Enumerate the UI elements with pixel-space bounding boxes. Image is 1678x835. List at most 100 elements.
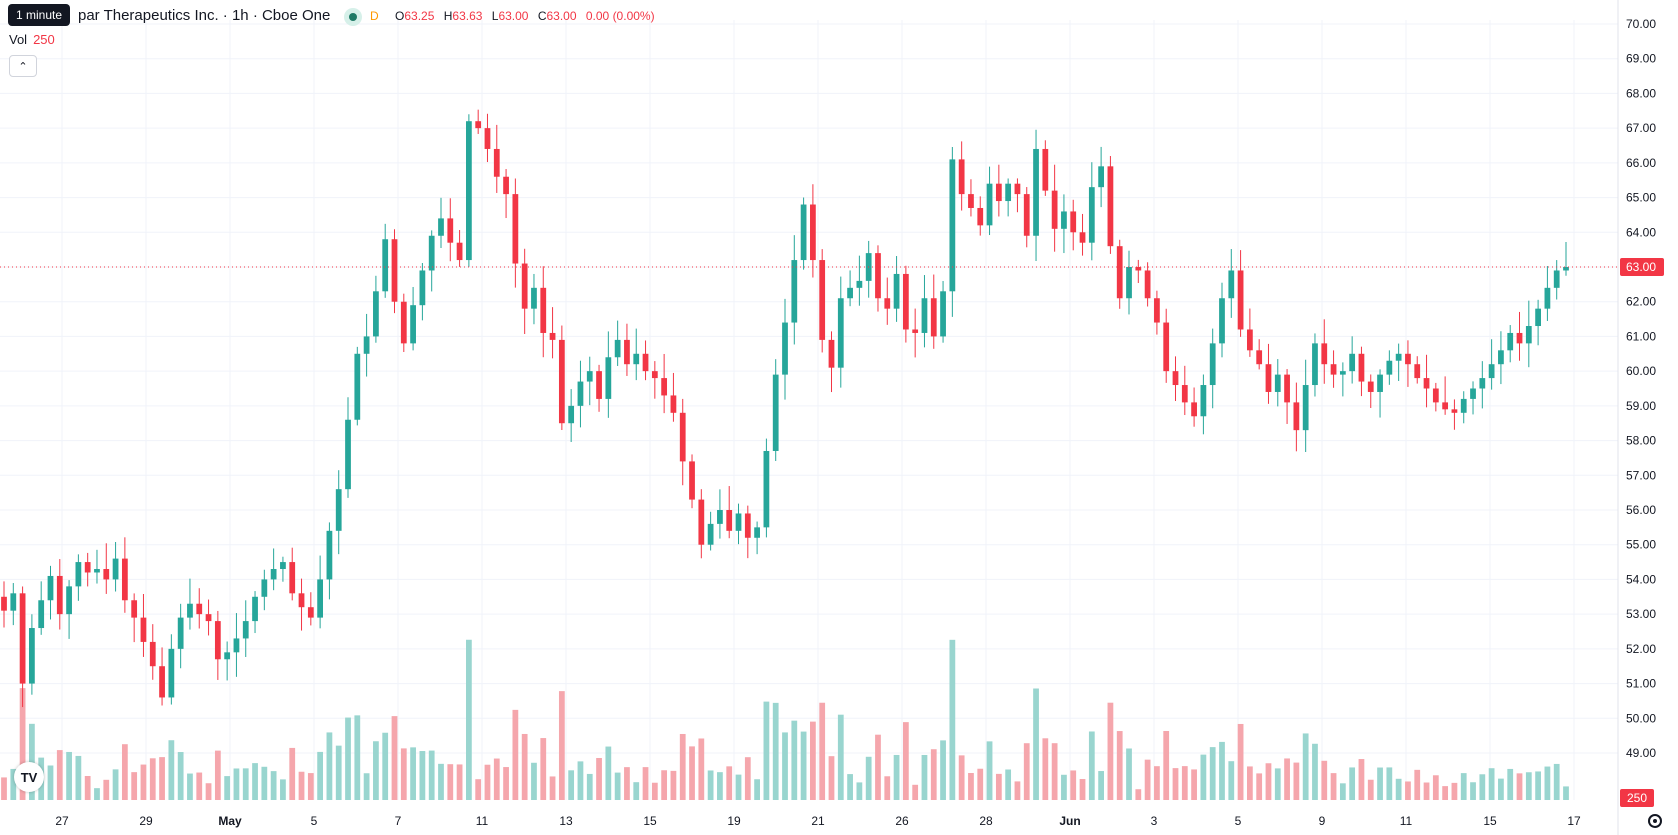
candle-body	[1460, 398, 1467, 413]
volume-bar	[326, 732, 333, 800]
y-tick-label: 53.00	[1626, 607, 1656, 621]
gear-icon[interactable]	[1648, 814, 1662, 828]
candle-body	[1395, 353, 1402, 361]
x-tick-label: 11	[1400, 814, 1413, 828]
volume-bar	[428, 750, 435, 800]
candle-body	[261, 579, 268, 597]
volume-bar	[1479, 774, 1486, 800]
volume-bar	[252, 763, 258, 800]
volume-bar	[1460, 773, 1467, 800]
candle-body	[242, 621, 249, 639]
candle-body	[568, 405, 575, 424]
volume-bar	[1005, 769, 1012, 800]
volume-bar	[1023, 743, 1030, 800]
volume-bar	[810, 721, 816, 800]
y-tick-label: 65.00	[1626, 191, 1656, 205]
volume-bar	[1135, 789, 1142, 800]
volume-bar	[149, 758, 156, 800]
volume-bar	[1293, 762, 1300, 800]
volume-bar	[875, 734, 881, 800]
candle-body	[995, 183, 1002, 202]
volume-bar	[828, 756, 835, 800]
volume-bar	[1088, 731, 1095, 800]
volume-bar	[1256, 773, 1263, 800]
candle-body	[679, 412, 686, 462]
market-status-icon[interactable]	[344, 8, 362, 26]
candle-body	[540, 287, 547, 333]
volume-bar	[819, 702, 826, 800]
volume-bar	[438, 763, 444, 800]
y-tick-label: 60.00	[1626, 364, 1656, 378]
candle-body	[1144, 270, 1151, 299]
volume-bar	[373, 741, 379, 800]
candle-body	[902, 273, 909, 330]
candle-body	[1023, 194, 1030, 236]
candle-body	[1525, 326, 1532, 344]
volume-bar	[131, 772, 138, 800]
volume-bar	[1181, 766, 1188, 800]
volume-bar	[800, 731, 807, 800]
volume-bar	[865, 756, 872, 800]
volume-bar	[1470, 782, 1476, 800]
volume-bar	[1377, 767, 1383, 800]
symbol-title[interactable]: par Therapeutics Inc. · 1h · Cboe One	[78, 7, 331, 24]
candle-body	[531, 287, 537, 309]
volume-bar	[642, 767, 649, 800]
candle-body	[754, 527, 760, 538]
volume-bar	[1321, 760, 1328, 800]
volume-bar	[475, 779, 482, 800]
candle-body	[168, 648, 175, 698]
chart-grid	[0, 20, 1618, 800]
volume-bar	[837, 714, 844, 800]
candle-body	[1191, 402, 1197, 417]
candle-body	[921, 298, 928, 333]
volume-bar	[1367, 779, 1374, 800]
candle-body	[1005, 183, 1012, 202]
volume-bar	[224, 776, 231, 800]
volume-bar	[317, 751, 324, 800]
volume-bar	[596, 757, 602, 800]
candle-body	[112, 558, 119, 580]
candle-body	[307, 607, 314, 618]
volume-value: 250	[33, 32, 55, 47]
candle-body	[1070, 211, 1077, 233]
candle-body	[577, 381, 584, 406]
tradingview-logo-icon[interactable]: TV	[14, 762, 44, 792]
collapse-legend-button[interactable]: ⌃	[9, 55, 37, 77]
y-tick-label: 59.00	[1626, 399, 1656, 413]
candle-body	[289, 562, 296, 594]
volume-bar	[902, 722, 909, 800]
volume-bar	[1014, 781, 1021, 800]
x-tick-label: 28	[979, 814, 993, 828]
delayed-badge[interactable]: D	[370, 9, 379, 23]
volume-bar	[884, 776, 891, 800]
candle-body	[912, 329, 919, 333]
volume-bar	[651, 782, 658, 800]
candle-body	[1154, 298, 1160, 323]
volume-bar	[1423, 782, 1430, 800]
candle-body	[1498, 350, 1504, 365]
candle-body	[977, 207, 984, 226]
candle-body	[38, 600, 45, 629]
volume-bar	[1330, 773, 1337, 800]
y-tick-label: 55.00	[1626, 538, 1656, 552]
candle-body	[410, 305, 416, 344]
volume-bar	[763, 701, 770, 800]
volume-bar	[1070, 770, 1077, 800]
candle-body	[121, 558, 128, 601]
candle-body	[56, 575, 63, 615]
candle-body	[10, 593, 17, 611]
volume-bar	[121, 744, 128, 800]
volume-bar	[168, 740, 175, 800]
candle-body	[177, 617, 184, 649]
candle-body	[1349, 353, 1356, 372]
volume-bar	[847, 774, 853, 800]
y-tick-label: 61.00	[1626, 329, 1656, 343]
volume-bar	[1535, 771, 1541, 800]
open-value: 63.25	[404, 9, 435, 23]
candle-body	[986, 183, 993, 226]
candle-body	[438, 218, 444, 236]
volume-bar	[19, 688, 26, 800]
candle-body	[772, 374, 779, 451]
